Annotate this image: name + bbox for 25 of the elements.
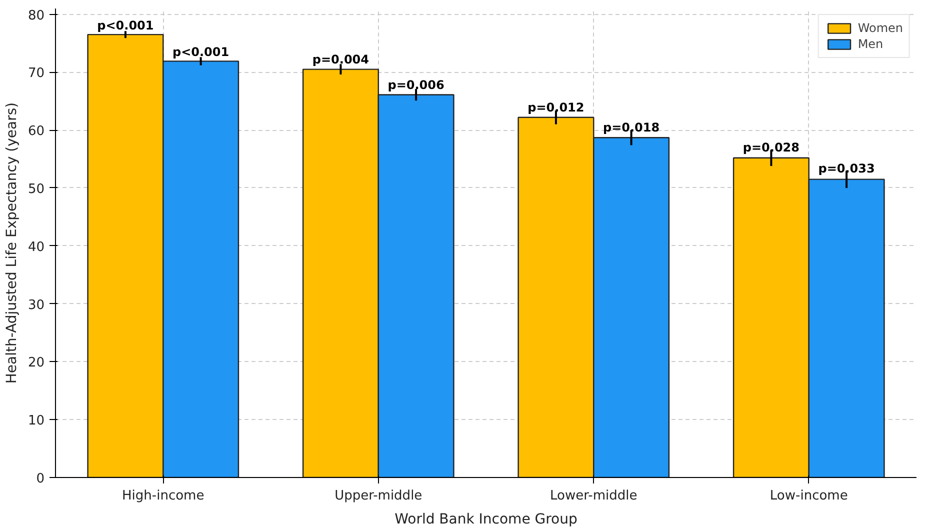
- x-tick-label: High-income: [122, 488, 204, 504]
- annotation: p=0.033: [818, 162, 875, 176]
- annotation: p=0.012: [528, 100, 584, 114]
- y-tick-label: 70: [28, 66, 45, 82]
- legend-label: Men: [858, 37, 884, 51]
- y-tick-label: 20: [28, 356, 45, 371]
- annotation: p=0.018: [602, 120, 660, 134]
- x-axis-title: World Bank Income Group: [394, 512, 578, 528]
- annotation: p<0.001: [97, 18, 154, 33]
- y-tick-label: 30: [28, 298, 45, 313]
- y-tick-label: 10: [28, 414, 45, 429]
- x-tick-label: Upper-middle: [334, 488, 422, 504]
- y-tick-label: 40: [28, 240, 45, 255]
- annotation: p=0.028: [742, 140, 800, 154]
- y-tick-label: 0: [36, 472, 45, 486]
- y-tick-label: 50: [28, 182, 45, 197]
- annotation: p=0.004: [312, 52, 370, 67]
- annotation: p=0.006: [388, 78, 444, 92]
- y-tick-label: 60: [28, 124, 45, 140]
- x-tick-label: Low-income: [770, 488, 848, 504]
- y-tick-label: 80: [28, 8, 45, 24]
- y-axis-title: Health-Adjusted Life Expectancy (years): [4, 102, 20, 384]
- annotation: p<0.001: [172, 44, 230, 59]
- x-tick-label: Lower-middle: [550, 488, 638, 504]
- legend-label: Women: [858, 21, 903, 35]
